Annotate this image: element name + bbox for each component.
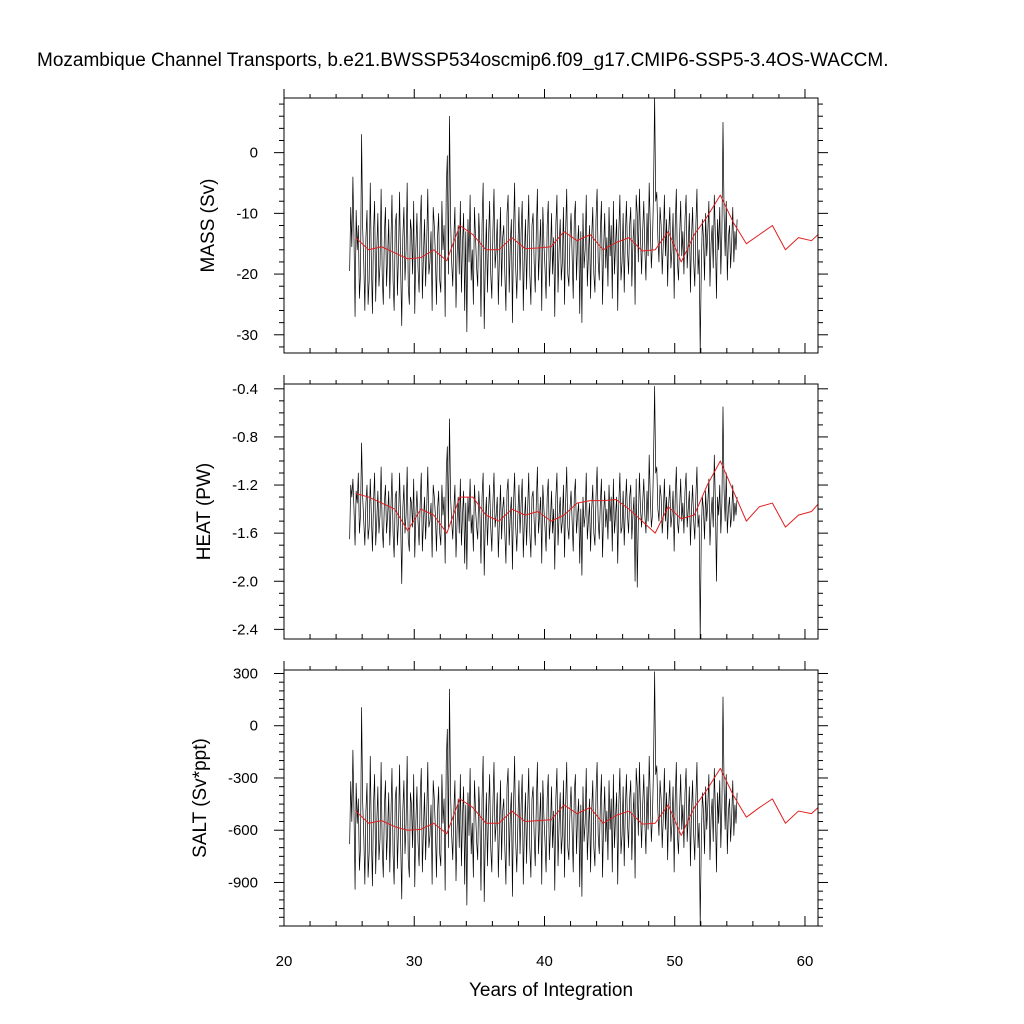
panel-mass-traces bbox=[349, 98, 818, 353]
y-tick-label: -1.6 bbox=[232, 525, 258, 542]
y-tick-label: -900 bbox=[228, 874, 258, 891]
panel-salt-ylabel: SALT (Sv*ppt) bbox=[190, 738, 211, 858]
panel-heat-ticks: -0.4 -0.8 -1.2 -1.6 -2.0 -2.4 bbox=[232, 375, 828, 639]
x-tick-label: 30 bbox=[406, 953, 423, 970]
y-tick-label: -0.4 bbox=[232, 381, 258, 398]
panel-heat: -0.4 -0.8 -1.2 -1.6 -2.0 -2.4 HEAT (PW) bbox=[194, 375, 828, 640]
panel-heat-traces bbox=[349, 386, 818, 639]
panel-heat-frame bbox=[283, 383, 819, 640]
x-tick-label: 60 bbox=[797, 953, 814, 970]
panel-heat-annual-series-line bbox=[355, 460, 818, 534]
y-tick-label: -300 bbox=[228, 770, 258, 787]
x-tick-label: 50 bbox=[666, 953, 683, 970]
panel-heat-monthly-series-line bbox=[349, 386, 738, 639]
panel-salt: 20 30 40 50 60 300 0 -300 -600 -900 SALT (Sv*ppt) bbox=[190, 661, 828, 970]
panel-salt-traces bbox=[349, 671, 818, 926]
panel-mass-ylabel: MASS (Sv) bbox=[198, 179, 219, 273]
y-tick-label: -2.0 bbox=[232, 573, 258, 590]
panel-heat-ylabel: HEAT (PW) bbox=[194, 463, 215, 560]
y-tick-label: 0 bbox=[250, 718, 258, 735]
y-tick-label: -2.4 bbox=[232, 621, 258, 638]
panel-salt-monthly-series-line bbox=[349, 671, 738, 926]
y-tick-label: 0 bbox=[250, 145, 258, 162]
panel-salt-annual-series-line bbox=[355, 767, 818, 836]
x-axis-label: Years of Integration bbox=[469, 980, 633, 1001]
x-tick-label: 40 bbox=[536, 953, 553, 970]
x-tick-label: 20 bbox=[276, 953, 293, 970]
panel-mass-ticks: 0 -10 -20 -30 bbox=[236, 89, 828, 353]
panel-salt-ticks: 20 30 40 50 60 300 0 -300 -600 -900 bbox=[228, 661, 828, 970]
y-tick-label: 300 bbox=[233, 665, 258, 682]
y-tick-label: -1.2 bbox=[232, 477, 258, 494]
chart-title: Mozambique Channel Transports, b.e21.BWS… bbox=[37, 50, 889, 71]
y-tick-label: -0.8 bbox=[232, 429, 258, 446]
y-tick-label: -10 bbox=[236, 205, 258, 222]
y-tick-label: -600 bbox=[228, 822, 258, 839]
panel-mass-annual-series-line bbox=[355, 194, 818, 263]
panel-salt-frame bbox=[283, 669, 819, 927]
y-tick-label: -20 bbox=[236, 266, 258, 283]
panel-mass-monthly-series-line bbox=[349, 98, 738, 353]
y-tick-label: -30 bbox=[236, 327, 258, 344]
panel-mass: 0 -10 -20 -30 MASS (Sv) bbox=[198, 89, 828, 354]
